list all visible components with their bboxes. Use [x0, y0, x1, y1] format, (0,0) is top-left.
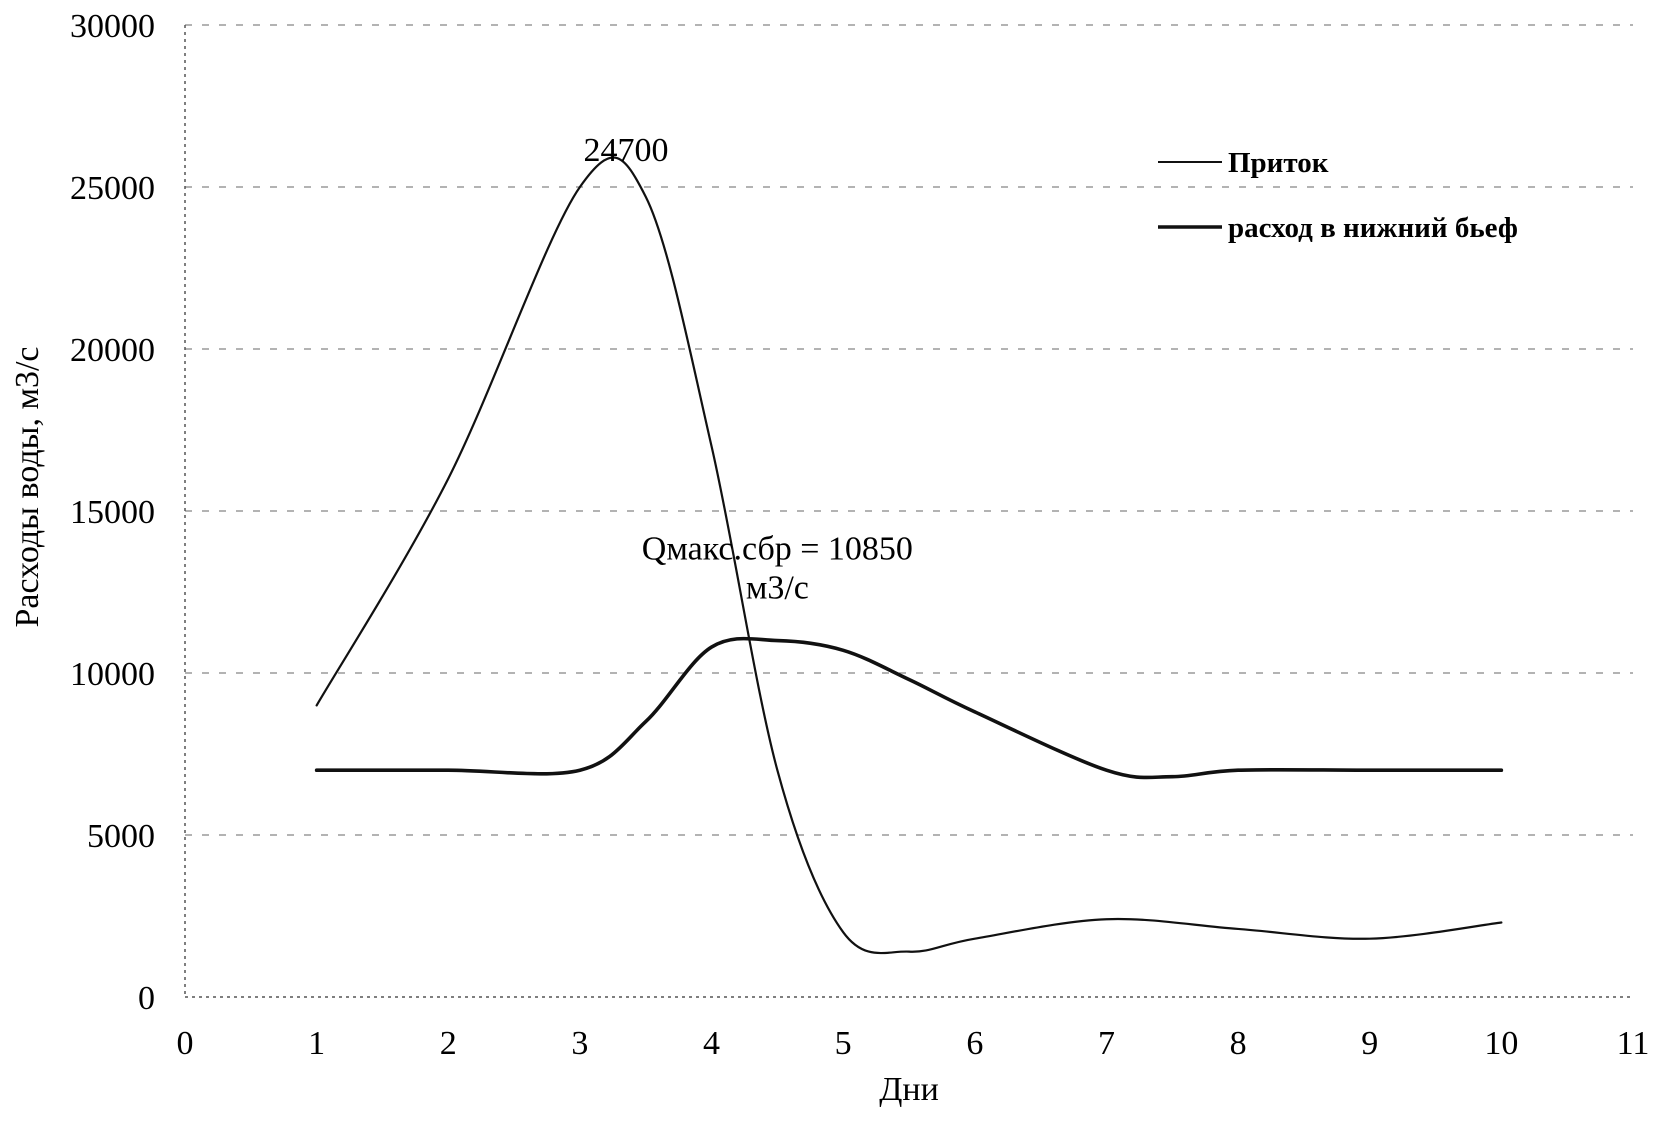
x-axis-title: Дни	[879, 1071, 939, 1108]
legend-label-pritok: Приток	[1228, 147, 1329, 179]
x-tick-label: 0	[177, 1025, 194, 1062]
y-tick-label: 30000	[70, 8, 155, 45]
labels-layer: 0 5000 10000 15000 20000 25000 30000 0 1 2 3 4 5 6 7 8 9…	[70, 8, 1649, 1062]
y-tick-label: 15000	[70, 494, 155, 531]
grid-layer	[185, 24, 1633, 836]
y-tick-label: 5000	[87, 818, 155, 855]
x-tick-label: 11	[1617, 1025, 1650, 1062]
axes-layer	[184, 25, 1633, 998]
y-tick-label: 20000	[70, 332, 155, 369]
legend: Приток расход в нижний бьеф	[1158, 147, 1518, 244]
x-tick-label: 2	[440, 1025, 457, 1062]
x-tick-label: 6	[966, 1025, 983, 1062]
annotation-label: Qмакс.сбр = 10850	[642, 531, 913, 568]
y-axis-title: Расходы воды, м3/с	[9, 346, 46, 627]
x-tick-label: 8	[1230, 1025, 1247, 1062]
series-line-pritok	[315, 156, 1503, 955]
x-tick-label: 1	[308, 1025, 325, 1062]
series-line-outflow	[314, 636, 1504, 780]
x-tick-label: 5	[835, 1025, 852, 1062]
x-tick-label: 10	[1484, 1025, 1518, 1062]
x-tick-label: 4	[703, 1025, 720, 1062]
x-tick-label: 9	[1361, 1025, 1378, 1062]
y-tick-label: 0	[138, 980, 155, 1017]
y-tick-label: 10000	[70, 656, 155, 693]
annotation-label: м3/с	[746, 569, 809, 606]
y-tick-label: 25000	[70, 170, 155, 207]
x-tick-label: 7	[1098, 1025, 1115, 1062]
annotation-label: 24700	[583, 132, 668, 169]
series-layer	[314, 156, 1504, 955]
legend-label-outflow: расход в нижний бьеф	[1228, 212, 1518, 244]
x-tick-label: 3	[571, 1025, 588, 1062]
